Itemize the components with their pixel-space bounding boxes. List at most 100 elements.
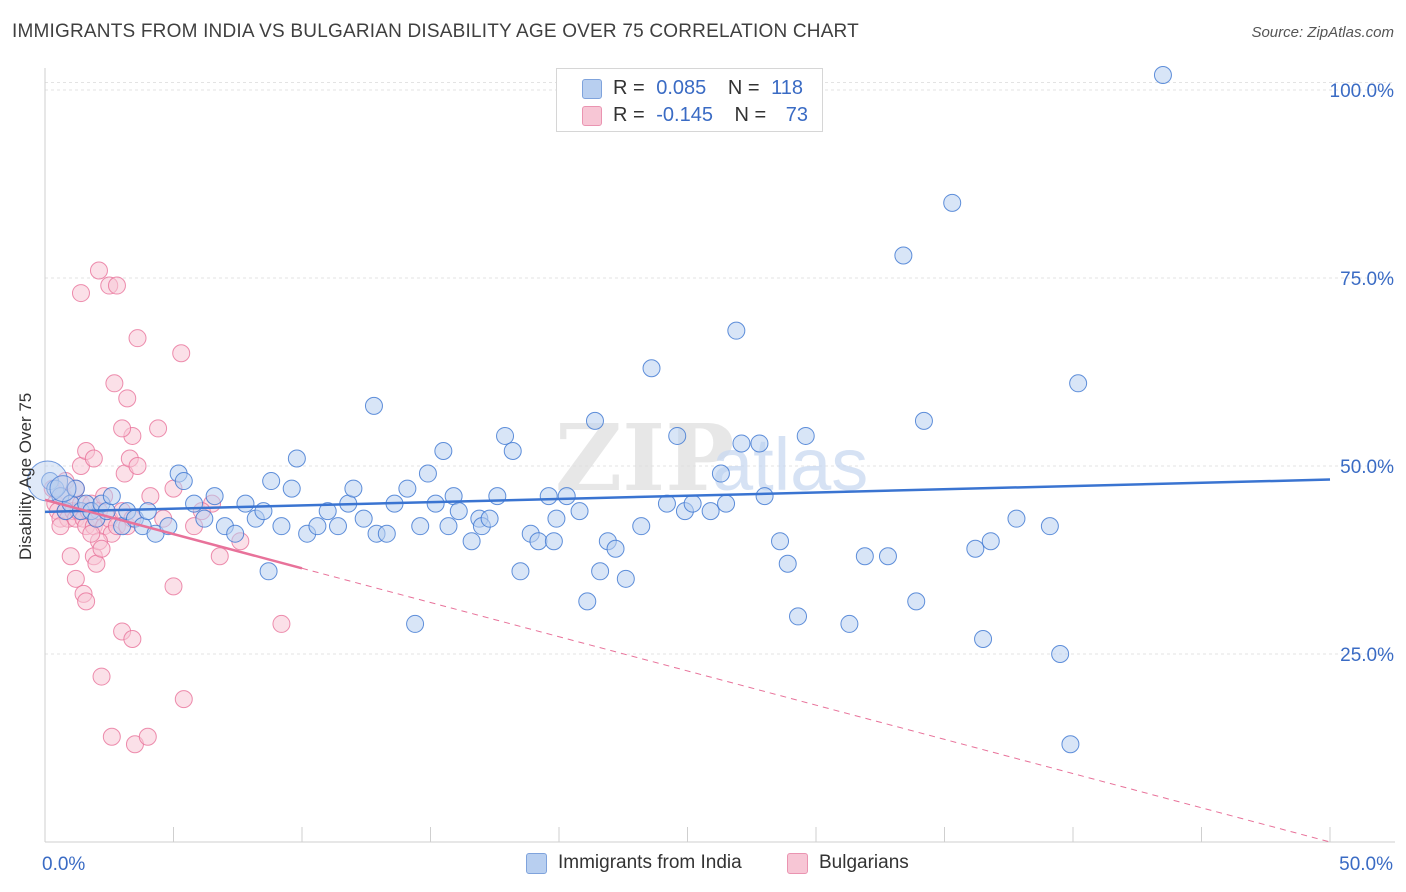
bulgarians-point (71, 284, 90, 303)
india-point (717, 494, 736, 513)
india-point (328, 517, 347, 536)
india-point (318, 502, 337, 521)
bulgarians-point (102, 727, 121, 746)
r-value-india: 0.085 (656, 77, 707, 99)
bulgarians-point (210, 547, 229, 566)
bulgarians-point (128, 329, 147, 348)
grid (45, 82, 1395, 655)
chart-title: IMMIGRANTS FROM INDIA VS BULGARIAN DISAB… (12, 21, 859, 42)
axes (44, 68, 1395, 843)
legend-label-india: Immigrants from India (558, 852, 742, 873)
india-point (796, 426, 815, 445)
india-trend-line (44, 478, 1331, 514)
india-point (102, 487, 121, 506)
india-point (855, 547, 874, 566)
bulgarians-point (66, 569, 85, 588)
india-point (195, 509, 214, 528)
india-point (205, 487, 224, 506)
india-point (907, 592, 926, 611)
india-point (308, 517, 327, 536)
india-point (539, 487, 558, 506)
legend-swatch-bulgarians (787, 853, 808, 874)
bulgarians-point (272, 614, 291, 633)
r-value-bulgarians: -0.145 (656, 104, 713, 126)
india-point (138, 502, 157, 521)
bulgarians-point (128, 457, 147, 476)
india-point (778, 554, 797, 573)
n-label: N = (727, 77, 760, 99)
india-point (434, 441, 453, 460)
bulgarians-trend-extension (301, 567, 1331, 843)
bulgarians-point (123, 629, 142, 648)
india-point (449, 502, 468, 521)
india-point (174, 472, 193, 491)
india-point (511, 562, 530, 581)
bulgarians-point (164, 577, 183, 596)
india-point (642, 359, 661, 378)
bulgarians-point (92, 667, 111, 686)
india-point (411, 517, 430, 536)
india-point (591, 562, 610, 581)
india-point (1069, 374, 1088, 393)
india-point (354, 509, 373, 528)
india-point (406, 614, 425, 633)
india-point (398, 479, 417, 498)
india-point (377, 524, 396, 543)
india-point (578, 592, 597, 611)
bulgarians-trend-line (44, 498, 303, 570)
india-point (426, 494, 445, 513)
india-point (287, 449, 306, 468)
india-point (544, 532, 563, 551)
india-point (262, 472, 281, 491)
india-point (462, 532, 481, 551)
india-point (750, 434, 769, 453)
r-label: R = (613, 77, 645, 99)
legend-swatch-india (582, 79, 602, 99)
r-label: R = (613, 104, 645, 126)
bulgarians-point (87, 554, 106, 573)
india-point (683, 494, 702, 513)
series-legend: Immigrants from India Bulgarians (0, 852, 1406, 878)
india-point (503, 441, 522, 460)
india-point (727, 321, 746, 340)
india-point (771, 532, 790, 551)
india-points (27, 66, 1172, 754)
india-point (1061, 735, 1080, 754)
india-point (496, 426, 515, 445)
x-tick-label: 0.0% (42, 854, 85, 875)
india-point (488, 487, 507, 506)
india-point (547, 509, 566, 528)
india-point (616, 569, 635, 588)
india-point (966, 539, 985, 558)
n-label: N = (734, 104, 767, 126)
bulgarians-point (138, 727, 157, 746)
bulgarians-point (82, 524, 101, 543)
india-point (282, 479, 301, 498)
bulgarians-point (89, 261, 108, 280)
n-value-bulgarians: 73 (785, 104, 809, 126)
bulgarians-point (141, 487, 160, 506)
bulgarians-point (174, 690, 193, 709)
india-point (1007, 509, 1026, 528)
india-point (585, 411, 604, 430)
india-point (344, 479, 363, 498)
india-point (755, 487, 774, 506)
legend-row-india: R = 0.085 N = 118 (557, 75, 822, 103)
y-tick-label: 25.0% (1340, 645, 1394, 666)
bulgarians-point (149, 419, 168, 438)
india-point (480, 509, 499, 528)
n-value-india: 118 (771, 77, 804, 99)
tick-labels: 25.0% 50.0% 75.0% 100.0% 0.0% 50.0% (42, 81, 1394, 875)
x-tick-label: 50.0% (1339, 854, 1393, 875)
india-point (272, 517, 291, 536)
bulgarians-point (51, 517, 70, 536)
bulgarians-point (118, 389, 137, 408)
bulgarians-point (172, 344, 191, 363)
bulgarians-point (105, 374, 124, 393)
india-point (606, 539, 625, 558)
india-point (1040, 517, 1059, 536)
india-point (914, 411, 933, 430)
india-point (236, 494, 255, 513)
india-point (840, 614, 859, 633)
bulgarians-point (107, 276, 126, 295)
